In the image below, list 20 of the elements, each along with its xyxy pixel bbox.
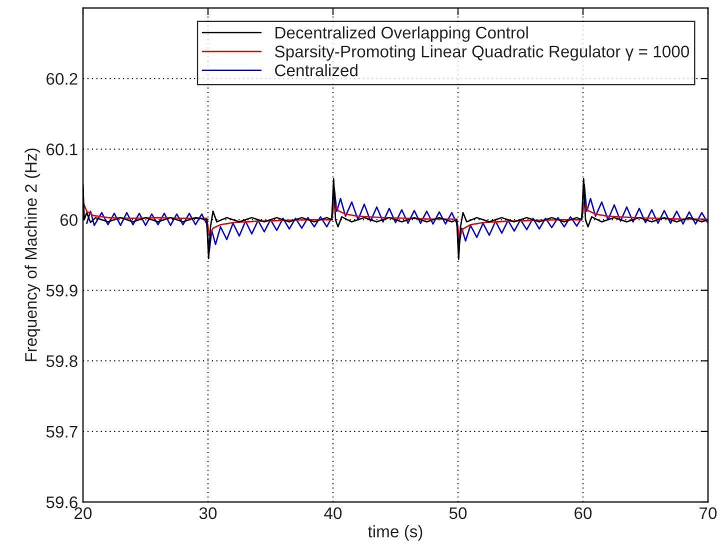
y-tick-label: 60.1 [46, 144, 78, 156]
y-tick-label: 59.7 [46, 426, 78, 438]
y-tick-label: 59.6 [46, 496, 78, 508]
legend-label: Decentralized Overlapping Control [276, 26, 528, 42]
x-tick-label: 50 [449, 507, 467, 520]
line-series [83, 201, 708, 238]
x-tick-label: 20 [74, 507, 92, 520]
y-axis-title: Frequency of Machine 2 (Hz) [24, 148, 40, 362]
y-tick-label: 59.8 [46, 355, 78, 368]
x-axis-title: time (s) [368, 525, 422, 541]
line-series [86, 184, 708, 252]
y-tick-label: 59.9 [46, 284, 78, 296]
legend-label: Centralized [275, 64, 358, 76]
x-tick-label: 30 [199, 507, 217, 520]
y-tick-label: 60.2 [46, 72, 78, 85]
x-tick-label: 40 [324, 507, 342, 520]
x-tick-label: 60 [574, 507, 592, 520]
y-tick-label: 60 [60, 214, 78, 226]
legend-label: Sparsity-Promoting Linear Quadratic Regulator γ = 1000 [274, 45, 690, 61]
x-tick-label: 70 [700, 507, 717, 520]
